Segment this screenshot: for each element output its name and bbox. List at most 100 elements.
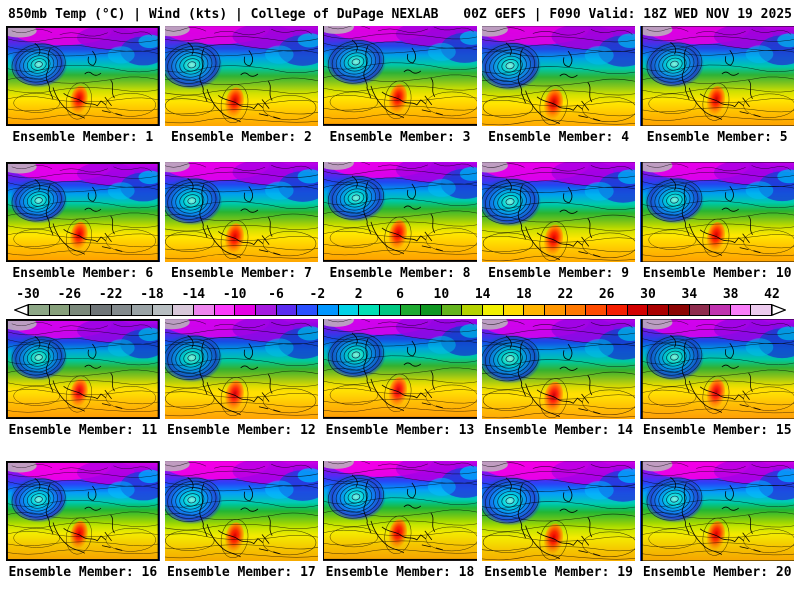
ensemble-map-thumbnail[interactable]	[481, 26, 636, 126]
ensemble-row-2: Ensemble Member: 6 Ensemble Member: 7 Ense…	[6, 162, 794, 284]
ensemble-map-thumbnail[interactable]	[323, 26, 477, 126]
colorbar-segment	[710, 305, 731, 315]
ensemble-cell: Ensemble Member: 11	[6, 319, 160, 441]
colorbar-tick-label: 10	[433, 287, 450, 302]
ensemble-map-thumbnail[interactable]	[481, 461, 636, 561]
colorbar-segment	[689, 305, 711, 315]
weather-map-image	[323, 26, 477, 126]
weather-map-image	[6, 461, 160, 561]
colorbar-segment	[29, 305, 50, 315]
ensemble-row-4: Ensemble Member: 16 Ensemble Member: 17 En…	[6, 461, 794, 583]
ensemble-cell: Ensemble Member: 8	[323, 162, 477, 284]
ensemble-map-thumbnail[interactable]	[6, 162, 160, 262]
ensemble-cell: Ensemble Member: 10	[640, 162, 794, 284]
weather-map-image	[482, 26, 636, 126]
colorbar-segment	[400, 305, 422, 315]
weather-map-image	[482, 461, 636, 561]
colorbar-segments	[28, 304, 772, 316]
ensemble-member-label: Ensemble Member: 12	[167, 423, 316, 438]
colorbar-segment	[441, 305, 463, 315]
colorbar-segment	[214, 305, 236, 315]
ensemble-cell: Ensemble Member: 18	[323, 461, 477, 583]
colorbar-segment	[276, 305, 298, 315]
weather-map-image	[165, 461, 319, 561]
colorbar-segment	[606, 305, 628, 315]
ensemble-cell: Ensemble Member: 4	[481, 26, 636, 148]
colorbar-segment	[173, 305, 195, 315]
ensemble-map-thumbnail[interactable]	[164, 461, 319, 561]
ensemble-cell: Ensemble Member: 9	[481, 162, 636, 284]
weather-map-image	[323, 461, 477, 561]
colorbar-segment	[421, 305, 442, 315]
ensemble-member-label: Ensemble Member: 6	[12, 266, 154, 281]
colorbar-tick-label: 34	[681, 287, 698, 302]
ensemble-cell: Ensemble Member: 12	[164, 319, 319, 441]
weather-map-image	[6, 162, 160, 262]
colorbar-segment	[751, 305, 772, 315]
colorbar-segment	[194, 305, 215, 315]
weather-map-image	[323, 162, 477, 262]
ensemble-cell: Ensemble Member: 15	[640, 319, 794, 441]
ensemble-member-label: Ensemble Member: 10	[642, 266, 792, 281]
weather-map-image	[641, 461, 794, 561]
colorbar-segment	[111, 305, 133, 315]
colorbar-tick-label: -14	[181, 287, 206, 302]
colorbar-tick-label: -10	[222, 287, 247, 302]
temperature-colorbar: -30 -26 -22 -18 -14 -10 -6 -2 2 6 10 14 18 22 26 30 34 38…	[14, 287, 786, 316]
ensemble-map-thumbnail[interactable]	[640, 319, 794, 419]
weather-map-image	[482, 319, 636, 419]
ensemble-cell: Ensemble Member: 13	[323, 319, 477, 441]
colorbar-tick-label: -26	[57, 287, 82, 302]
colorbar-segment	[627, 305, 649, 315]
colorbar-segment	[668, 305, 690, 315]
ensemble-map-thumbnail[interactable]	[164, 319, 319, 419]
ensemble-map-thumbnail[interactable]	[323, 162, 477, 262]
ensemble-map-thumbnail[interactable]	[640, 26, 794, 126]
ensemble-map-thumbnail[interactable]	[6, 26, 160, 126]
colorbar-segment	[49, 305, 71, 315]
colorbar-segment	[379, 305, 401, 315]
ensemble-cell: Ensemble Member: 7	[164, 162, 319, 284]
header-bar: 850mb Temp (°C) | Wind (kts) | College o…	[0, 0, 800, 24]
ensemble-cell: Ensemble Member: 17	[164, 461, 319, 583]
ensemble-member-label: Ensemble Member: 19	[484, 565, 633, 580]
ensemble-cell: Ensemble Member: 1	[6, 26, 160, 148]
ensemble-map-thumbnail[interactable]	[640, 162, 794, 262]
ensemble-map-thumbnail[interactable]	[323, 461, 477, 561]
ensemble-cell: Ensemble Member: 2	[164, 26, 319, 148]
weather-map-image	[6, 26, 160, 126]
ensemble-member-label: Ensemble Member: 7	[170, 266, 312, 281]
ensemble-member-label: Ensemble Member: 1	[12, 130, 154, 145]
ensemble-map-thumbnail[interactable]	[481, 319, 636, 419]
product-title: 850mb Temp (°C) | Wind (kts) | College o…	[8, 7, 439, 22]
ensemble-map-thumbnail[interactable]	[6, 461, 160, 561]
ensemble-map-thumbnail[interactable]	[164, 162, 319, 262]
ensemble-map-thumbnail[interactable]	[164, 26, 319, 126]
colorbar-tick-label: 26	[598, 287, 615, 302]
colorbar-segment	[462, 305, 484, 315]
ensemble-cell: Ensemble Member: 5	[640, 26, 794, 148]
ensemble-map-thumbnail[interactable]	[323, 319, 477, 419]
ensemble-member-label: Ensemble Member: 9	[488, 266, 630, 281]
ensemble-row-1: Ensemble Member: 1 Ensemble Member: 2 Ense…	[6, 26, 794, 148]
ensemble-member-label: Ensemble Member: 2	[170, 130, 312, 145]
ensemble-map-thumbnail[interactable]	[6, 319, 160, 419]
ensemble-grid: Ensemble Member: 1 Ensemble Member: 2 Ense…	[0, 26, 800, 583]
colorbar-tick-label: -22	[98, 287, 123, 302]
ensemble-map-thumbnail[interactable]	[640, 461, 794, 561]
colorbar-segment	[730, 305, 752, 315]
ensemble-map-thumbnail[interactable]	[481, 162, 636, 262]
colorbar-segment	[90, 305, 112, 315]
run-valid-time: 00Z GEFS | F090 Valid: 18Z WED NOV 19 20…	[463, 7, 792, 22]
colorbar-segment	[152, 305, 174, 315]
colorbar-tick-label: 6	[396, 287, 404, 302]
weather-map-image	[482, 162, 636, 262]
weather-map-image	[165, 26, 319, 126]
colorbar-tick-label: 30	[640, 287, 656, 302]
colorbar-tick-label: -2	[309, 287, 326, 302]
colorbar-tick-label: 2	[354, 287, 363, 302]
weather-map-image	[165, 319, 319, 419]
ensemble-member-label: Ensemble Member: 15	[642, 423, 792, 438]
weather-map-image	[641, 162, 794, 262]
colorbar-segment	[70, 305, 91, 315]
